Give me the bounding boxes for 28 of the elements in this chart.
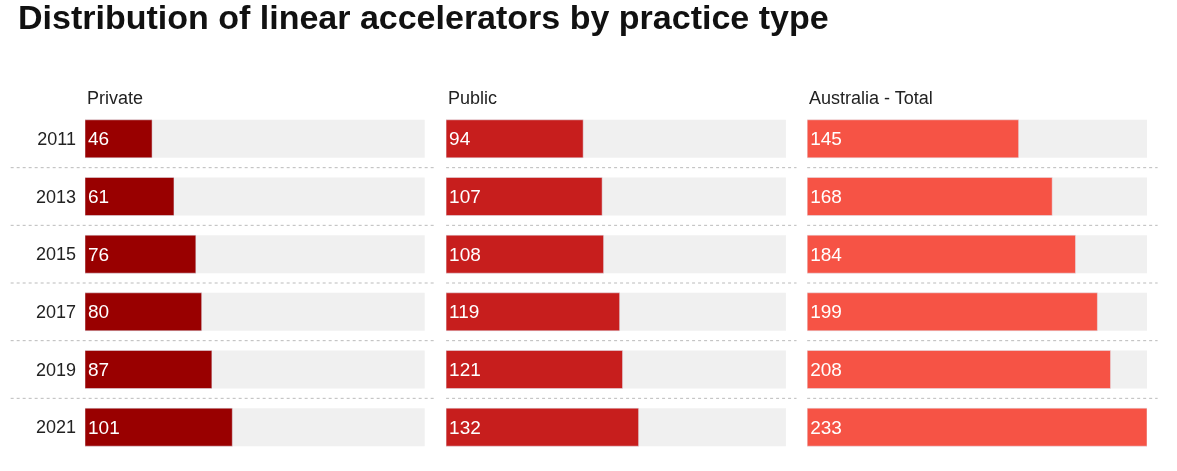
chart-title: Australia - Total: [809, 88, 933, 108]
data-label: 168: [810, 186, 842, 207]
data-label: 80: [88, 301, 110, 323]
data-label: 94: [449, 128, 471, 150]
y-tick-label: 2015: [35, 244, 76, 265]
y-tick-label: 2019: [35, 359, 76, 380]
data-label: 107: [449, 186, 481, 207]
data-label: 132: [449, 416, 481, 438]
data-label: 121: [449, 359, 481, 380]
data-label: 46: [88, 128, 110, 150]
data-label: 108: [449, 243, 481, 265]
data-label: 184: [810, 243, 843, 265]
chart-title: Public: [448, 88, 498, 108]
data-label: 208: [810, 359, 842, 380]
data-label: 233: [810, 416, 842, 438]
data-label: 61: [88, 186, 110, 207]
y-tick-label: 2013: [35, 186, 76, 207]
y-tick-label: 2021: [35, 417, 76, 438]
data-label: 119: [449, 301, 480, 323]
text: Distribution of linear accelerators by practice type: [18, 0, 829, 36]
data-label: 199: [810, 301, 842, 323]
y-tick-label: 2017: [35, 302, 76, 323]
chart-title: Private: [87, 88, 144, 108]
y-tick-label: 2011: [37, 129, 76, 150]
data-label: 76: [88, 243, 110, 265]
data-label: 87: [88, 359, 110, 380]
data-label: 101: [88, 416, 120, 438]
data-label: 145: [810, 128, 842, 150]
